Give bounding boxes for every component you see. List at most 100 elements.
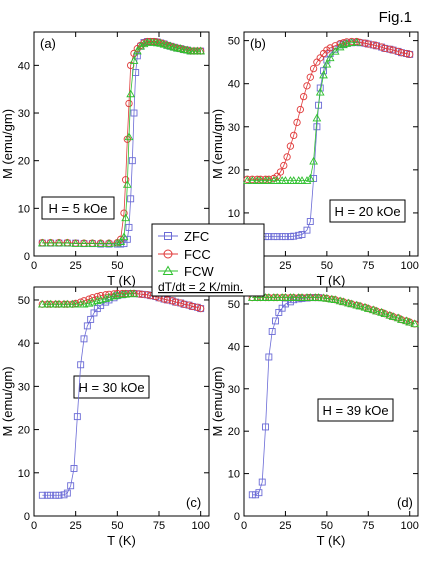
data-point-zfc (298, 231, 306, 238)
data-point-fcc (143, 291, 151, 299)
data-point-zfc (38, 491, 46, 499)
x-tick-label: 0 (31, 260, 37, 272)
plot-frame (33, 31, 210, 257)
panel-tag: (c) (186, 495, 201, 510)
panel-tag: (b) (250, 36, 266, 51)
data-point-fcc (88, 294, 96, 302)
data-point-fcc (402, 49, 411, 58)
data-point-fcw (96, 239, 106, 247)
data-point-zfc (290, 232, 298, 240)
data-point-fcw (372, 306, 381, 315)
data-point-fcw (79, 239, 89, 247)
data-point-fcc (300, 92, 308, 101)
data-point-fcw (347, 38, 357, 47)
y-tick-label: 20 (228, 165, 240, 177)
data-point-fcw (315, 87, 325, 96)
data-point-fcw (87, 297, 97, 306)
data-point-fcw (119, 232, 129, 241)
panel-tag: (d) (397, 495, 413, 510)
data-point-fcw (281, 176, 290, 184)
data-point-zfc (272, 317, 279, 325)
data-point-fcc (180, 300, 188, 308)
data-point-fcw (132, 46, 142, 55)
data-point-fcc (361, 39, 369, 47)
y-tick-label: 40 (18, 60, 30, 72)
data-point-fcw (139, 39, 149, 48)
field-label-box (317, 398, 394, 422)
data-point-fcw (104, 239, 114, 247)
data-point-fcw (92, 296, 102, 305)
data-point-fcc (372, 42, 381, 50)
y-tick-label: 20 (18, 425, 30, 437)
data-point-fcw (37, 238, 47, 247)
data-point-fcc (381, 44, 389, 53)
field-label-box (329, 199, 406, 223)
legend-entry-fcc: FCC (158, 247, 211, 262)
y-tick-label: 10 (18, 203, 30, 215)
x-tick-label: 0 (241, 520, 247, 532)
x-axis-label: T (K) (317, 273, 346, 288)
data-point-zfc (268, 328, 276, 335)
x-tick-label: 0 (31, 520, 37, 532)
x-tick-label: 25 (70, 520, 82, 532)
data-point-zfc (125, 223, 133, 231)
data-point-zfc (80, 335, 88, 343)
y-tick-label: 10 (228, 469, 240, 481)
data-point-fcw (101, 294, 111, 302)
data-point-zfc (128, 157, 136, 165)
data-point-fcc (364, 40, 372, 48)
data-point-fcw (405, 317, 415, 326)
data-point-fcw (126, 89, 136, 98)
data-point-zfc (313, 123, 321, 131)
data-point-fcc (193, 303, 201, 311)
field-label: H = 30 kOe (78, 380, 144, 395)
data-point-zfc (281, 233, 289, 241)
data-point-fcw (335, 42, 345, 51)
data-point-fcw (256, 293, 265, 301)
data-point-fcc (120, 209, 128, 217)
y-tick-label: 0 (24, 251, 30, 263)
data-point-fcw (352, 37, 362, 46)
y-tick-label: 20 (228, 426, 240, 438)
data-point-fcw (46, 238, 56, 247)
data-point-fcc (389, 46, 397, 54)
y-axis-label: M (emu/gm) (0, 109, 15, 179)
data-point-fcc (303, 82, 311, 90)
x-tick-label: 50 (111, 260, 123, 272)
legend-label-fcc: FCC (184, 247, 211, 262)
data-point-fcw (309, 156, 318, 165)
data-point-fcw (104, 292, 114, 301)
data-point-fcw (247, 293, 257, 301)
x-axis-label: T (K) (107, 273, 136, 288)
data-point-fcw (247, 176, 257, 184)
data-point-zfc (255, 489, 263, 497)
data-point-fcw (96, 295, 106, 304)
data-point-fcw (339, 40, 348, 49)
data-point-zfc (265, 353, 273, 361)
y-tick-label: 50 (228, 36, 240, 48)
panel-tag: (a) (40, 36, 56, 51)
legend-rate-text: dT/dt = 2 K/min. (158, 280, 243, 294)
data-point-fcw (196, 46, 206, 55)
y-tick-label: 30 (18, 108, 30, 120)
data-point-fcc (394, 47, 402, 56)
x-axis-label: T (K) (317, 533, 346, 548)
x-tick-label: 50 (321, 520, 333, 532)
data-point-fcw (112, 238, 122, 247)
y-tick-label: 20 (18, 156, 30, 168)
legend-entry-zfc: ZFC (158, 229, 209, 244)
y-tick-label: 40 (18, 338, 30, 350)
data-point-fcw (325, 53, 335, 62)
data-point-fcw (339, 297, 348, 306)
figure-label: Fig.1 (379, 9, 412, 26)
plot-frame (243, 31, 419, 257)
circle-marker-icon (163, 249, 173, 259)
x-tick-label: 25 (70, 260, 82, 272)
field-label-box (73, 375, 150, 399)
data-point-zfc (265, 233, 273, 241)
field-label: H = 20 kOe (334, 204, 400, 219)
